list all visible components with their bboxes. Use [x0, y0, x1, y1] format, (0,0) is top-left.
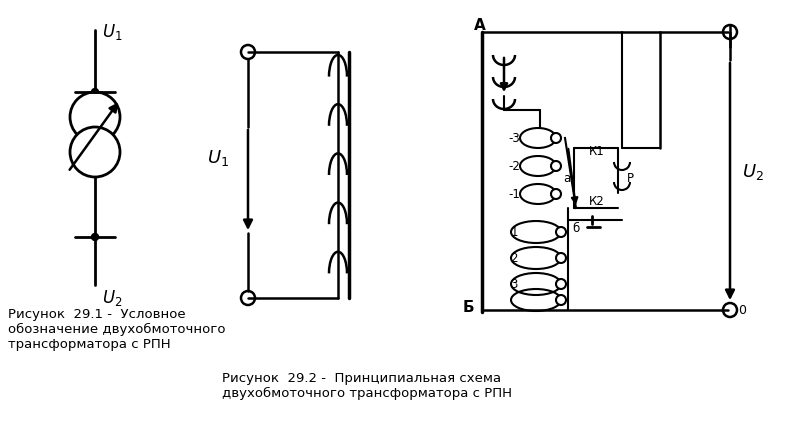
Circle shape — [556, 227, 566, 237]
Text: Рисунок  29.2 -  Принципиальная схема
двухобмоточного трансформатора с РПН: Рисунок 29.2 - Принципиальная схема двух… — [222, 372, 512, 400]
Text: $U_{\mathsf{1}}$: $U_{\mathsf{1}}$ — [102, 22, 123, 42]
Circle shape — [70, 92, 120, 142]
Text: а: а — [563, 172, 571, 184]
Circle shape — [92, 234, 99, 241]
Text: 1: 1 — [511, 226, 518, 238]
Circle shape — [241, 45, 255, 59]
Text: -1: -1 — [508, 187, 520, 200]
Circle shape — [556, 279, 566, 289]
Text: К1: К1 — [589, 145, 605, 158]
Text: $U_{\mathsf{2}}$: $U_{\mathsf{2}}$ — [102, 288, 123, 308]
Text: 3: 3 — [511, 277, 518, 290]
Circle shape — [556, 253, 566, 263]
Text: -2: -2 — [508, 159, 520, 172]
Circle shape — [723, 25, 737, 39]
Text: 0: 0 — [738, 304, 746, 317]
Text: А: А — [474, 18, 486, 33]
Circle shape — [92, 89, 99, 95]
Circle shape — [551, 133, 561, 143]
Text: $U_{\mathsf{1}}$: $U_{\mathsf{1}}$ — [207, 148, 229, 168]
Text: б: б — [572, 222, 579, 235]
Circle shape — [551, 189, 561, 199]
Circle shape — [556, 295, 566, 305]
Circle shape — [723, 303, 737, 317]
Text: 2: 2 — [511, 251, 518, 264]
Circle shape — [551, 161, 561, 171]
Circle shape — [70, 127, 120, 177]
Text: К2: К2 — [589, 195, 605, 208]
Text: -3: -3 — [508, 131, 520, 144]
Text: Рисунок  29.1 -  Условное
обозначение двухобмоточного
трансформатора с РПН: Рисунок 29.1 - Условное обозначение двух… — [8, 308, 226, 351]
Circle shape — [241, 291, 255, 305]
Text: Б: Б — [462, 300, 473, 315]
Text: Р: Р — [627, 172, 634, 184]
Text: $U_{\mathsf{2}}$: $U_{\mathsf{2}}$ — [742, 162, 764, 182]
